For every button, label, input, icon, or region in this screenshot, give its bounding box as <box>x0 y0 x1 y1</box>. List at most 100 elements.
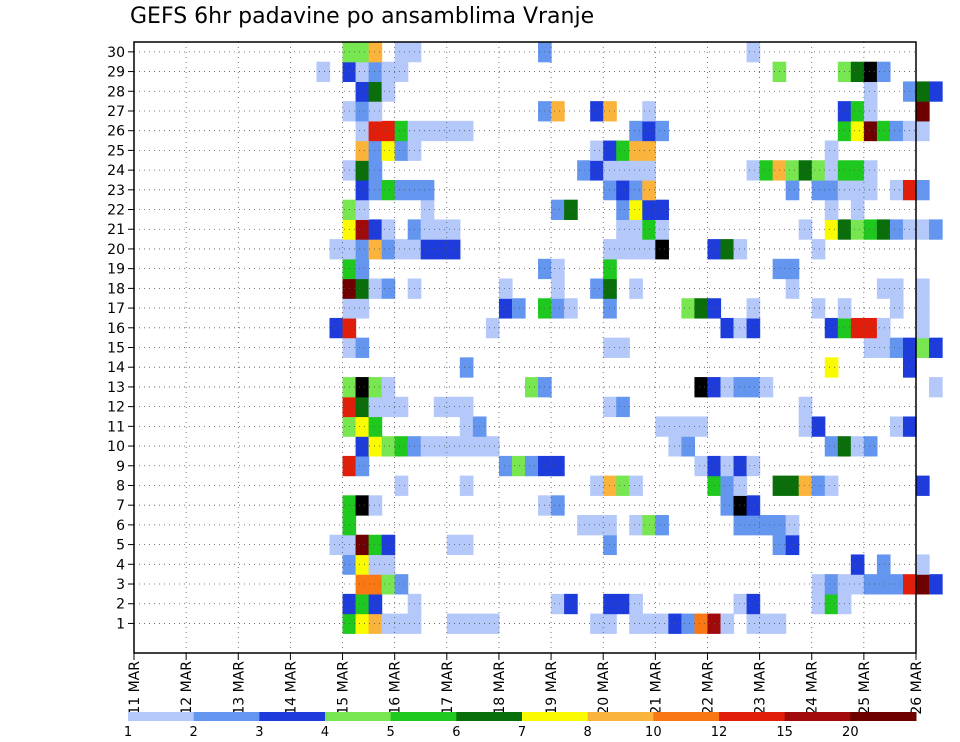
precip-cell-member-23-step-17 <box>355 179 370 201</box>
colorbar-segment <box>653 712 720 721</box>
precip-cell-member-11-step-18 <box>368 416 383 437</box>
precip-cell-member-8-step-37 <box>616 475 630 496</box>
precip-cell-member-24-step-56 <box>863 160 878 181</box>
colorbar-label: 6 <box>452 725 460 740</box>
precip-cell-member-30-step-18 <box>368 42 383 63</box>
grid-lines <box>134 42 916 653</box>
precip-cell-member-9-step-46 <box>733 455 748 477</box>
precip-cell-member-6-step-47 <box>746 515 761 536</box>
precip-cell-member-13-step-45 <box>720 377 735 398</box>
precip-cell-member-24-step-53 <box>824 160 839 181</box>
precip-cell-member-23-step-36 <box>603 179 617 201</box>
precip-cell-member-8-step-53 <box>824 475 839 496</box>
precip-cell-member-2-step-32 <box>551 593 565 615</box>
precip-cell-member-25-step-35 <box>590 140 604 161</box>
colorbar-label: 4 <box>321 725 329 740</box>
precip-cell-member-28-step-56 <box>863 81 878 102</box>
precip-cell-member-28-step-18 <box>368 81 383 102</box>
y-tick-label: 10 <box>107 439 125 455</box>
precip-cell-member-1-step-40 <box>655 613 669 634</box>
precip-cell-member-21-step-19 <box>381 219 396 240</box>
precip-cell-member-15-step-17 <box>355 337 370 358</box>
precip-cell-member-13-step-30 <box>525 377 539 398</box>
colorbar-segment <box>784 712 851 721</box>
x-tick-label: 11 MAR <box>127 661 143 715</box>
y-tick-label: 30 <box>107 45 125 61</box>
precip-cell-member-1-step-17 <box>355 613 370 634</box>
precip-cell-member-24-step-38 <box>629 160 643 181</box>
precip-cell-member-1-step-35 <box>590 613 604 634</box>
precip-cell-member-12-step-25 <box>459 396 474 418</box>
precip-cell-member-16-step-46 <box>733 317 748 339</box>
precip-cell-member-21-step-56 <box>863 219 878 240</box>
precip-cell-member-6-step-38 <box>629 515 643 536</box>
y-tick-label: 1 <box>116 616 125 632</box>
precip-cell-member-29-step-17 <box>355 61 370 83</box>
precip-cell-member-25-step-38 <box>629 140 643 161</box>
precip-cell-member-4-step-55 <box>850 554 865 575</box>
y-tick-label: 21 <box>107 222 125 238</box>
precip-cell-member-8-step-45 <box>720 475 735 496</box>
precip-cell-member-20-step-22 <box>420 239 435 260</box>
precip-cell-member-30-step-20 <box>394 42 409 63</box>
precip-cell-member-18-step-19 <box>381 278 396 299</box>
chart-title: GEFS 6hr padavine po ansamblima Vranje <box>130 4 595 29</box>
x-tick-label: 20 MAR <box>596 661 612 715</box>
precip-cell-member-23-step-22 <box>420 179 435 201</box>
precip-cell-member-22-step-32 <box>551 199 565 220</box>
precip-cell-member-9-step-29 <box>511 455 526 477</box>
precip-cell-member-5-step-25 <box>459 534 474 556</box>
precip-cell-member-20-step-52 <box>811 239 826 260</box>
precip-cell-member-18-step-17 <box>355 278 370 299</box>
precip-cell-member-12-step-51 <box>798 396 813 418</box>
precip-cell-member-11-step-40 <box>655 416 669 437</box>
precip-cell-member-4-step-19 <box>381 554 396 575</box>
precip-cell-member-5-step-19 <box>381 534 396 556</box>
x-tick-label: 24 MAR <box>805 661 821 715</box>
precip-cell-member-25-step-37 <box>616 140 630 161</box>
precipitation-cells <box>316 42 943 634</box>
precip-cell-member-26-step-57 <box>876 120 891 142</box>
precip-cell-member-13-step-47 <box>746 377 761 398</box>
precip-cell-member-25-step-18 <box>368 140 383 161</box>
precip-cell-member-21-step-58 <box>889 219 904 240</box>
precip-cell-member-11-step-25 <box>459 416 474 437</box>
precip-cell-member-21-step-55 <box>850 219 865 240</box>
precip-cell-member-17-step-32 <box>551 298 565 319</box>
precip-cell-member-13-step-18 <box>368 377 383 398</box>
colorbar-label: 15 <box>776 725 793 740</box>
precip-cell-member-12-step-37 <box>616 396 630 418</box>
precip-cell-member-17-step-47 <box>746 298 761 319</box>
precip-cell-member-28-step-61 <box>929 81 943 102</box>
precip-cell-member-11-step-42 <box>681 416 696 437</box>
precip-cell-member-29-step-19 <box>381 61 396 83</box>
precip-cell-member-24-step-35 <box>590 160 604 181</box>
x-tick-label: 26 MAR <box>909 661 925 715</box>
precip-cell-member-24-step-37 <box>616 160 630 181</box>
precip-cell-member-17-step-28 <box>498 298 513 319</box>
colorbar-segment <box>456 712 523 721</box>
precip-cell-member-10-step-22 <box>420 436 435 457</box>
colorbar-segment <box>522 712 589 721</box>
precip-cell-member-8-step-38 <box>629 475 643 496</box>
precip-cell-member-10-step-20 <box>394 436 409 457</box>
precip-cell-member-26-step-24 <box>446 120 461 142</box>
precip-cell-member-21-step-38 <box>629 219 643 240</box>
y-tick-label: 9 <box>116 459 125 475</box>
precip-cell-member-1-step-48 <box>759 613 774 634</box>
y-tick-label: 11 <box>107 419 125 435</box>
precip-cell-member-21-step-23 <box>433 219 448 240</box>
precip-cell-member-18-step-35 <box>590 278 604 299</box>
precip-cell-member-20-step-20 <box>394 239 409 260</box>
x-tick-label: 19 MAR <box>544 661 560 715</box>
precip-cell-member-15-step-57 <box>876 337 891 358</box>
precip-cell-member-17-step-29 <box>511 298 526 319</box>
precip-cell-member-26-step-19 <box>381 120 396 142</box>
precip-cell-member-6-step-35 <box>590 515 604 536</box>
precip-cell-member-18-step-38 <box>629 278 643 299</box>
y-tick-label: 6 <box>116 518 125 534</box>
precip-cell-member-17-step-43 <box>694 298 709 319</box>
precip-cell-member-18-step-18 <box>368 278 383 299</box>
x-tick-label: 21 MAR <box>648 661 664 715</box>
precip-cell-member-1-step-20 <box>394 613 409 634</box>
